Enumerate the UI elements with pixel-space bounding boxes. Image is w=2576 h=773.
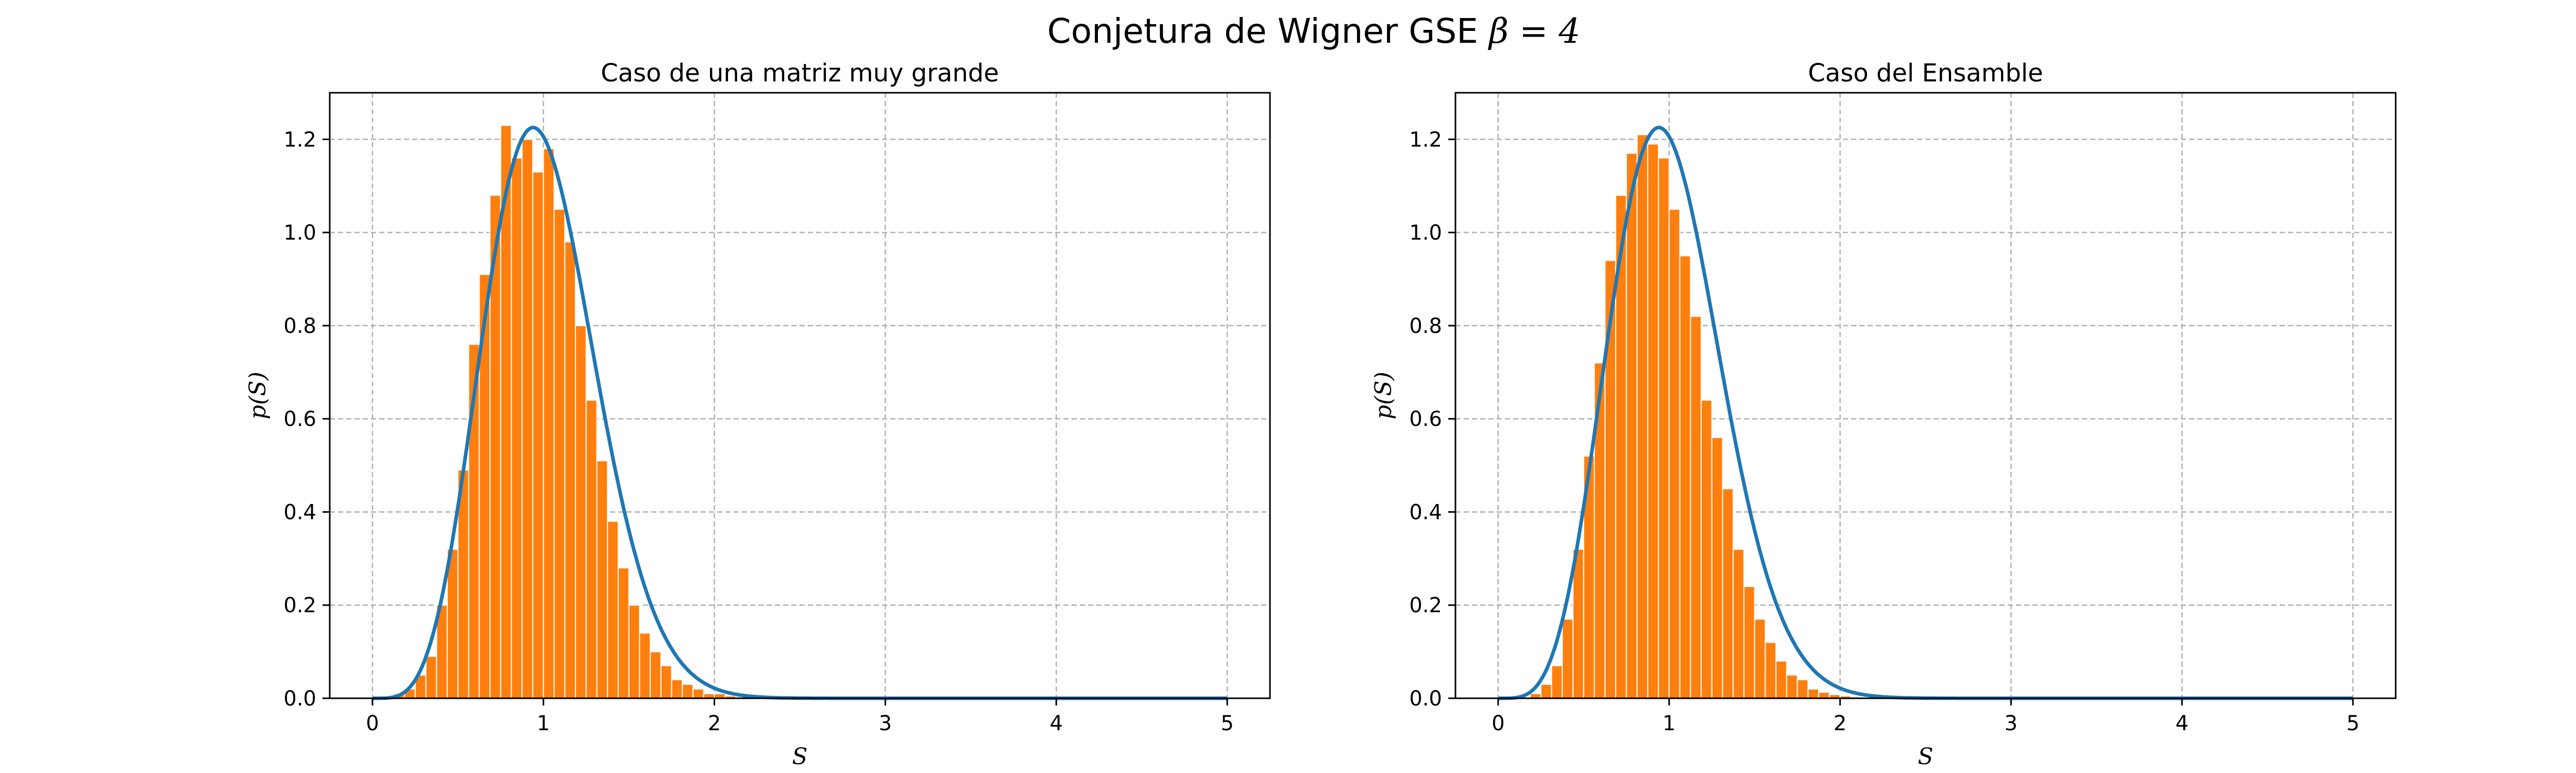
histogram-bar xyxy=(553,208,566,699)
y-tick-label: 0.2 xyxy=(1409,594,1442,617)
y-tick-label: 1.0 xyxy=(1409,221,1442,245)
histogram-bar xyxy=(660,665,672,699)
histogram-bar xyxy=(1786,674,1798,699)
x-axis-label: S xyxy=(1918,744,1933,770)
histogram-bar xyxy=(1733,548,1744,699)
y-tick-label: 1.2 xyxy=(283,128,316,152)
x-axis-label: S xyxy=(792,744,807,770)
histogram-bar xyxy=(521,139,534,699)
x-tick-label: 3 xyxy=(879,712,892,735)
figure-title-text: Conjetura de Wigner GSE xyxy=(1047,11,1489,51)
histogram-bar xyxy=(543,148,555,699)
histogram-bar xyxy=(1625,153,1638,699)
histogram-bar xyxy=(511,157,523,699)
x-tick-label: 1 xyxy=(537,712,550,735)
histogram-bar xyxy=(692,688,704,699)
histogram-bar xyxy=(564,241,576,699)
figure-title-math: β = 4 xyxy=(1487,11,1580,51)
axes-frame xyxy=(329,92,1271,699)
y-tick-label: 0.8 xyxy=(283,314,316,338)
histogram-bar xyxy=(1690,315,1702,699)
x-tick-label: 4 xyxy=(2176,712,2189,735)
x-tick-label: 2 xyxy=(1834,712,1846,735)
y-axis-label: p(S) xyxy=(1370,372,1397,419)
x-tick-label: 1 xyxy=(1663,712,1675,735)
y-tick-label: 0.0 xyxy=(283,687,316,711)
histogram-bar xyxy=(1807,688,1820,699)
right-panel-histogram: 0 1 2 3 4 5 0.0 0.2 0.4 0.6 0.8 1.0 1.2 Caso del Ensa… xyxy=(1370,59,2397,770)
histogram-bar xyxy=(596,460,608,699)
figure-title: Conjetura de Wigner GSE β = 4 xyxy=(1047,11,1581,51)
x-tick-label: 5 xyxy=(1221,712,1233,735)
histogram-bar xyxy=(1668,208,1681,699)
histogram-bar xyxy=(607,520,619,699)
y-tick-label: 0.0 xyxy=(1409,687,1442,711)
y-tick-label: 1.0 xyxy=(283,221,316,245)
histogram-bar xyxy=(628,604,640,699)
histogram-bar xyxy=(671,679,683,699)
histogram-bar xyxy=(1658,157,1670,699)
histogram-bar xyxy=(1551,665,1563,699)
histogram-bar xyxy=(1818,692,1830,699)
histogram-bar xyxy=(617,567,630,699)
histogram-bar xyxy=(532,171,544,699)
axes-frame xyxy=(1454,92,2397,699)
histogram-bar xyxy=(1711,436,1723,699)
left-panel-histogram: 0 1 2 3 4 5 0.0 0.2 0.4 0.6 0.8 1.0 1.2 Caso de una m… xyxy=(245,59,1271,770)
x-tick-label: 5 xyxy=(2346,712,2359,735)
histogram-bar xyxy=(682,683,694,699)
x-tick-label: 2 xyxy=(708,712,721,735)
y-axis-label: p(S) xyxy=(245,372,271,419)
panel-title: Caso de una matriz muy grande xyxy=(601,59,999,88)
x-tick-label: 3 xyxy=(2005,712,2018,735)
histogram-bar xyxy=(574,325,587,699)
y-tick-label: 1.2 xyxy=(1409,128,1442,152)
histogram-bar xyxy=(1679,255,1691,699)
histogram-bar xyxy=(1636,134,1649,699)
histogram-bar xyxy=(1765,642,1777,699)
y-tick-label: 0.6 xyxy=(1409,408,1442,431)
y-tick-label: 0.2 xyxy=(283,594,316,617)
y-tick-label: 0.8 xyxy=(1409,314,1442,338)
histogram-bar xyxy=(1700,399,1713,699)
histogram-bar xyxy=(1775,660,1787,699)
x-tick-label: 0 xyxy=(1492,712,1504,735)
histogram-bar xyxy=(1572,548,1584,699)
histogram-bar xyxy=(585,399,598,699)
histogram-bar xyxy=(425,656,437,699)
histogram-bar xyxy=(1797,679,1809,699)
histogram-bar xyxy=(447,548,459,699)
histogram-bar xyxy=(1540,683,1552,699)
histogram-bar xyxy=(1743,586,1755,699)
y-tick-label: 0.4 xyxy=(283,500,316,524)
y-tick-label: 0.6 xyxy=(283,408,316,431)
y-tick-label: 0.4 xyxy=(1409,500,1442,524)
histogram-bar xyxy=(639,632,651,699)
histogram-bar xyxy=(1754,618,1766,699)
x-tick-label: 4 xyxy=(1050,712,1063,735)
histogram-bar xyxy=(1722,488,1734,699)
x-tick-label: 0 xyxy=(366,712,379,735)
histogram-bar xyxy=(1647,143,1659,699)
panel-title: Caso del Ensamble xyxy=(1808,59,2043,88)
histogram-bar xyxy=(650,651,662,699)
histogram-bar xyxy=(1562,618,1574,699)
